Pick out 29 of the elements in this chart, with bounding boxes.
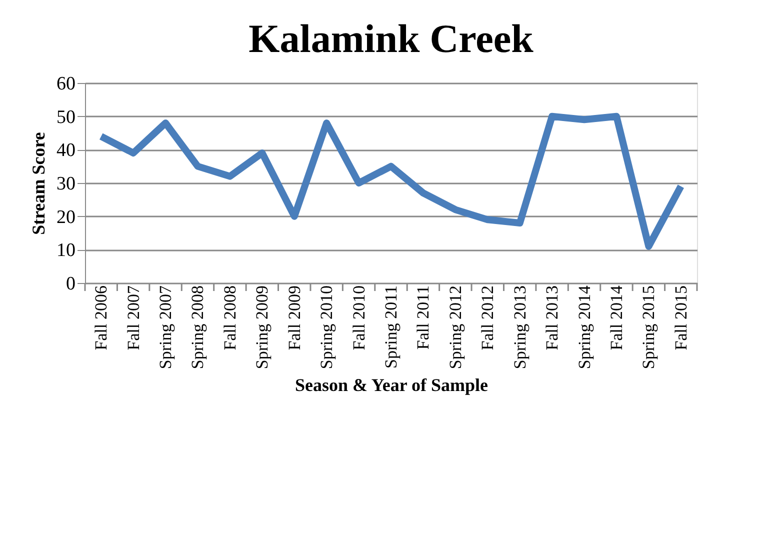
y-tick-label: 10 xyxy=(56,240,76,262)
x-tick-label: Spring 2011 xyxy=(382,286,400,368)
y-tick-label: 0 xyxy=(66,274,76,294)
y-tick-label: 60 xyxy=(56,74,76,94)
x-tick-label: Spring 2015 xyxy=(639,286,658,370)
x-tick-label: Spring 2008 xyxy=(188,286,208,370)
x-tick-label: Spring 2013 xyxy=(510,286,530,370)
x-axis-title: Season & Year of Sample xyxy=(295,375,488,396)
x-tick-label: Fall 2013 xyxy=(542,286,562,350)
x-tick-label: Fall 2015 xyxy=(671,286,690,350)
x-tick-label: Spring 2007 xyxy=(156,285,176,370)
x-tick-label: Fall 2010 xyxy=(349,286,368,350)
x-tick-label: Spring 2012 xyxy=(446,286,465,370)
x-tick-label: Fall 2011 xyxy=(414,286,433,350)
x-tick-label: Fall 2009 xyxy=(284,286,304,350)
x-tick-label: Spring 2009 xyxy=(252,286,272,370)
chart-title: Kalamink Creek xyxy=(248,16,534,61)
x-tick-label: Fall 2012 xyxy=(478,286,498,350)
x-tick-label: Fall 2008 xyxy=(220,286,240,350)
y-tick-label: 40 xyxy=(56,140,76,162)
x-tick-label: Fall 2014 xyxy=(606,285,626,350)
x-tick-label: Spring 2010 xyxy=(317,286,336,370)
y-tick-label: 20 xyxy=(56,206,76,228)
y-tick-label: 50 xyxy=(56,106,76,128)
y-axis-title: Stream Score xyxy=(28,132,48,235)
x-tick-label: Fall 2006 xyxy=(92,286,111,350)
y-tick-label: 30 xyxy=(56,174,76,194)
x-tick-label: Fall 2007 xyxy=(124,285,143,350)
x-tick-label: Spring 2014 xyxy=(574,285,594,370)
